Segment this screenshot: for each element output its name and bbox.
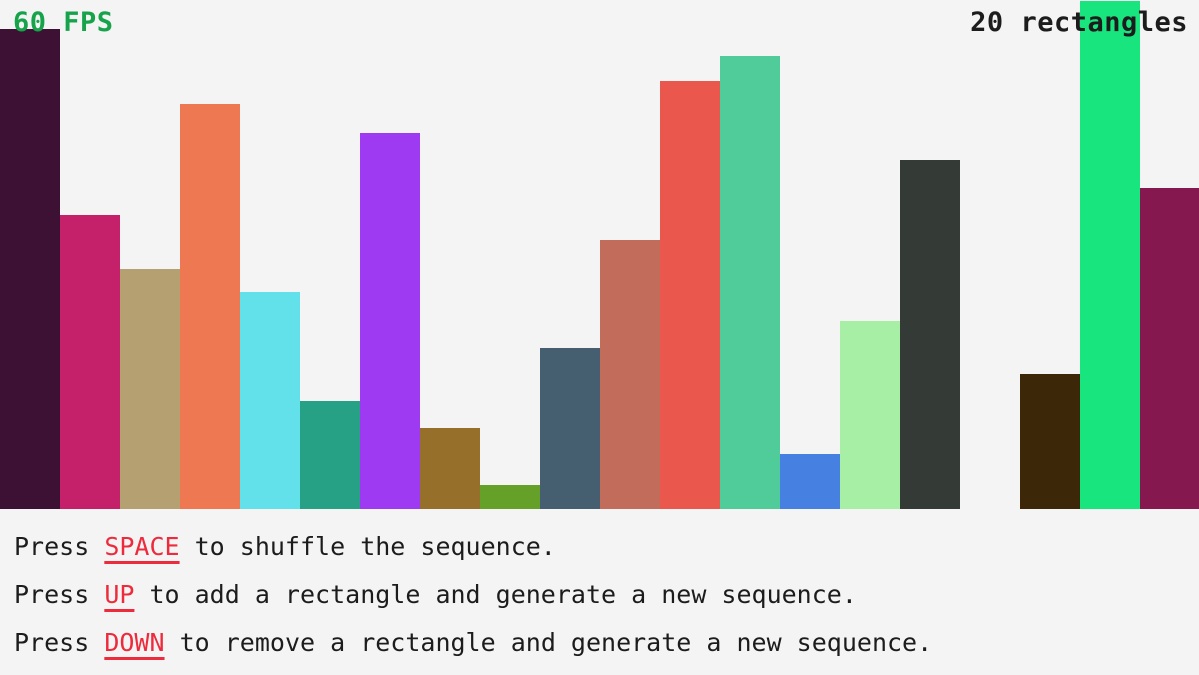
instruction-line: Press DOWN to remove a rectangle and gen… <box>14 619 1199 667</box>
instruction-prefix: Press <box>14 532 105 561</box>
rectangle-bar <box>600 240 660 509</box>
rectangle-bar <box>240 292 300 509</box>
rectangle-bar <box>720 56 780 509</box>
instruction-suffix: to shuffle the sequence. <box>179 532 556 561</box>
instruction-suffix: to remove a rectangle and generate a new… <box>164 628 933 657</box>
rectangle-bar <box>300 401 360 509</box>
rectangle-bar <box>840 321 900 509</box>
rectangle-bar <box>420 428 480 509</box>
instruction-line: Press UP to add a rectangle and generate… <box>14 571 1199 619</box>
instruction-key-up[interactable]: UP <box>104 580 135 609</box>
rectangle-bar <box>60 215 120 509</box>
rectangle-bar <box>180 104 240 509</box>
rectangle-bar <box>660 81 720 509</box>
instruction-suffix: to add a rectangle and generate a new se… <box>134 580 857 609</box>
rectangle-bar <box>120 269 180 509</box>
rectangle-bar <box>900 160 960 509</box>
rectangle-bar <box>480 485 540 509</box>
instruction-prefix: Press <box>14 580 105 609</box>
instruction-prefix: Press <box>14 628 105 657</box>
rectangle-bar <box>540 348 600 509</box>
rectangle-bar <box>1080 1 1140 509</box>
rectangle-chart <box>0 1 1199 509</box>
rectangle-bar <box>1140 188 1199 509</box>
instructions-panel: Press SPACE to shuffle the sequence. Pres… <box>0 509 1199 675</box>
instruction-key-space[interactable]: SPACE <box>104 532 180 561</box>
fps-counter: 60 FPS <box>13 7 114 38</box>
rectangle-bar <box>780 454 840 509</box>
instruction-line: Press SPACE to shuffle the sequence. <box>14 523 1199 571</box>
rectangle-bar <box>1020 374 1080 509</box>
rectangle-count-label: 20 rectangles <box>970 7 1188 38</box>
rectangle-bar <box>0 29 60 509</box>
rectangle-bar <box>360 133 420 509</box>
instruction-key-down[interactable]: DOWN <box>104 628 165 657</box>
